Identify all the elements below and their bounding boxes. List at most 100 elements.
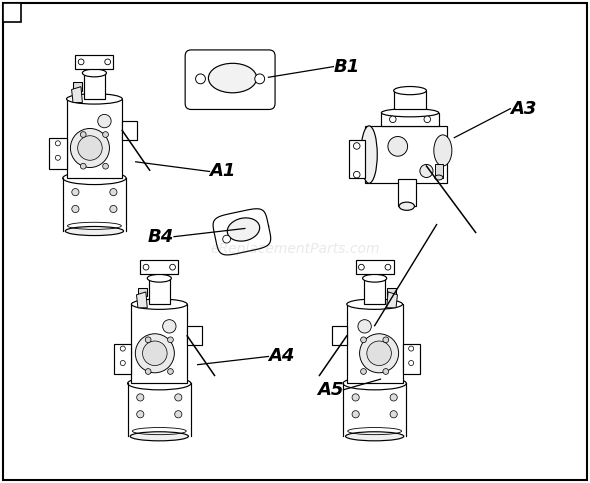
Polygon shape — [356, 260, 394, 274]
Polygon shape — [127, 384, 191, 436]
Text: A4: A4 — [268, 347, 295, 366]
Circle shape — [105, 59, 110, 65]
Circle shape — [359, 264, 364, 270]
Circle shape — [424, 116, 431, 123]
Circle shape — [98, 114, 111, 128]
Circle shape — [137, 394, 144, 401]
Circle shape — [143, 341, 167, 366]
Circle shape — [78, 136, 102, 160]
Circle shape — [175, 411, 182, 418]
Ellipse shape — [132, 299, 187, 309]
Ellipse shape — [63, 171, 126, 185]
Bar — [381, 113, 439, 126]
Ellipse shape — [363, 274, 386, 282]
Ellipse shape — [434, 135, 452, 166]
Text: A3: A3 — [510, 99, 537, 118]
Circle shape — [120, 360, 125, 366]
Circle shape — [390, 394, 397, 401]
Ellipse shape — [381, 109, 439, 117]
Polygon shape — [140, 260, 178, 274]
Circle shape — [80, 132, 86, 138]
Polygon shape — [84, 73, 105, 99]
Ellipse shape — [394, 86, 427, 95]
Circle shape — [388, 137, 408, 156]
Circle shape — [55, 155, 60, 160]
Circle shape — [383, 369, 389, 374]
Polygon shape — [136, 292, 148, 308]
Polygon shape — [49, 139, 67, 169]
Circle shape — [170, 264, 175, 270]
Polygon shape — [364, 278, 385, 304]
Polygon shape — [67, 99, 122, 178]
Polygon shape — [63, 178, 126, 231]
Text: eReplacementParts.com: eReplacementParts.com — [210, 242, 380, 256]
Polygon shape — [386, 292, 398, 308]
Polygon shape — [332, 327, 347, 345]
Circle shape — [110, 205, 117, 213]
Circle shape — [420, 164, 433, 178]
Ellipse shape — [83, 69, 106, 77]
Polygon shape — [149, 278, 170, 304]
Polygon shape — [132, 304, 187, 384]
Circle shape — [103, 163, 109, 169]
Ellipse shape — [399, 202, 414, 210]
Ellipse shape — [208, 63, 257, 93]
Ellipse shape — [148, 274, 171, 282]
Bar — [365, 126, 447, 183]
Circle shape — [168, 369, 173, 374]
Bar — [73, 83, 82, 91]
Bar — [435, 164, 443, 178]
Text: A1: A1 — [209, 162, 236, 181]
Text: B1: B1 — [333, 57, 359, 76]
Circle shape — [143, 264, 149, 270]
Polygon shape — [71, 86, 83, 102]
Circle shape — [409, 360, 414, 366]
Bar — [3, 3, 21, 22]
Ellipse shape — [361, 126, 377, 183]
Circle shape — [175, 394, 182, 401]
Circle shape — [360, 369, 366, 374]
Circle shape — [352, 394, 359, 401]
Bar — [398, 179, 416, 206]
Bar — [138, 288, 147, 297]
Ellipse shape — [130, 432, 188, 441]
Polygon shape — [76, 55, 113, 69]
Circle shape — [168, 337, 173, 343]
Circle shape — [360, 337, 366, 343]
Circle shape — [103, 132, 109, 138]
Circle shape — [255, 74, 265, 84]
Polygon shape — [187, 327, 202, 345]
Ellipse shape — [127, 377, 191, 390]
Circle shape — [145, 369, 151, 374]
Bar — [349, 140, 365, 178]
Circle shape — [189, 331, 197, 340]
Circle shape — [145, 337, 151, 343]
Ellipse shape — [435, 175, 443, 180]
Circle shape — [137, 411, 144, 418]
Circle shape — [389, 116, 396, 123]
Circle shape — [120, 346, 125, 351]
Ellipse shape — [343, 377, 407, 390]
Circle shape — [78, 59, 84, 65]
Ellipse shape — [65, 227, 123, 236]
Circle shape — [80, 163, 86, 169]
Circle shape — [55, 141, 60, 146]
Polygon shape — [114, 344, 132, 374]
Circle shape — [353, 171, 360, 178]
Circle shape — [367, 341, 391, 366]
Circle shape — [385, 264, 391, 270]
Polygon shape — [213, 209, 271, 255]
Circle shape — [222, 235, 231, 243]
Circle shape — [195, 74, 205, 84]
Circle shape — [163, 320, 176, 333]
Circle shape — [110, 188, 117, 196]
Polygon shape — [402, 344, 420, 374]
Circle shape — [72, 188, 79, 196]
Circle shape — [72, 205, 79, 213]
Circle shape — [353, 142, 360, 149]
Circle shape — [352, 411, 359, 418]
Bar — [387, 288, 396, 297]
Ellipse shape — [346, 432, 404, 441]
Polygon shape — [343, 384, 407, 436]
Circle shape — [337, 331, 345, 340]
